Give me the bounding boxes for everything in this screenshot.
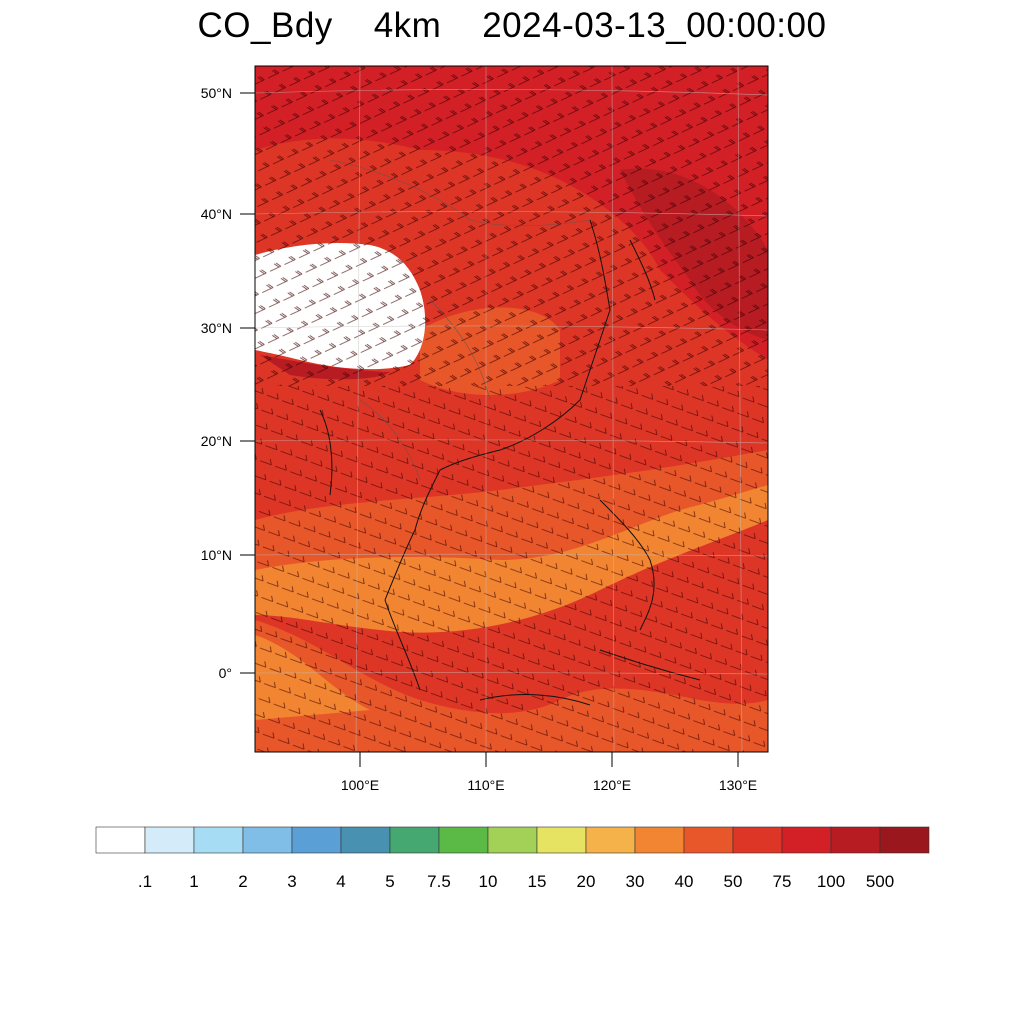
colorbar-box [340, 826, 391, 854]
colorbar-label: 3 [287, 872, 296, 891]
colorbar-box [879, 826, 930, 854]
lat-label-20n: 20°N [201, 433, 232, 449]
graticule [255, 66, 768, 752]
colorbar-label: 500 [866, 872, 894, 891]
map-field [255, 66, 768, 752]
wind-barbs-south [255, 386, 768, 752]
colorbar-box [830, 826, 881, 854]
colorbar-label: 20 [577, 872, 596, 891]
colorbar-box [781, 826, 832, 854]
colorbar-label: 5 [385, 872, 394, 891]
lon-label-110e: 110°E [467, 777, 504, 793]
country-borders [329, 159, 591, 481]
colorbar-boxes [95, 826, 930, 854]
lon-axis: 100°E 110°E 120°E 130°E [341, 752, 757, 793]
lon-label-100e: 100°E [341, 777, 379, 793]
plot-title: CO_Bdy 4km 2024-03-13_00:00:00 [197, 6, 827, 45]
colorbar-box [536, 826, 587, 854]
colorbar-box [144, 826, 195, 854]
colorbar-box [487, 826, 538, 854]
colorbar-label: 10 [479, 872, 498, 891]
map-svg: 50°N 40°N 30°N 20°N 10°N 0° 100°E 110°E … [201, 65, 769, 793]
map-panel: 50°N 40°N 30°N 20°N 10°N 0° 100°E 110°E … [201, 65, 769, 793]
colorbar-label: 4 [336, 872, 345, 891]
colorbar-box [95, 826, 146, 854]
colorbar: .1 1 2 3 4 5 7.5 10 15 20 30 40 50 75 100 500 [95, 826, 930, 891]
colorbar-label: 1 [189, 872, 198, 891]
colorbar-label: 30 [626, 872, 645, 891]
colorbar-box [193, 826, 244, 854]
colorbar-box [438, 826, 489, 854]
lat-label-40n: 40°N [201, 206, 232, 222]
colorbar-box [634, 826, 685, 854]
colorbar-box [291, 826, 342, 854]
colorbar-label: 15 [528, 872, 547, 891]
colorbar-box [585, 826, 636, 854]
lat-axis: 50°N 40°N 30°N 20°N 10°N 0° [201, 85, 255, 681]
colorbar-label: .1 [138, 872, 152, 891]
map-frame [254, 65, 769, 753]
colorbar-box [242, 826, 293, 854]
wind-barbs-north [255, 66, 768, 386]
lat-label-30n: 30°N [201, 320, 232, 336]
colorbar-label: 2 [238, 872, 247, 891]
coastlines [319, 219, 701, 706]
lat-label-10n: 10°N [201, 547, 232, 563]
lat-label-0: 0° [219, 665, 232, 681]
colorbar-label: 75 [773, 872, 792, 891]
colorbar-label: 50 [724, 872, 743, 891]
colorbar-label: 7.5 [427, 872, 451, 891]
colorbar-label: 100 [817, 872, 845, 891]
colorbar-box [732, 826, 783, 854]
colorbar-box [683, 826, 734, 854]
lon-label-120e: 120°E [593, 777, 631, 793]
lat-label-50n: 50°N [201, 85, 232, 101]
colorbar-box [389, 826, 440, 854]
colorbar-label: 40 [675, 872, 694, 891]
lon-label-130e: 130°E [719, 777, 757, 793]
colorbar-labels: .1 1 2 3 4 5 7.5 10 15 20 30 40 50 75 100 500 [138, 872, 894, 891]
